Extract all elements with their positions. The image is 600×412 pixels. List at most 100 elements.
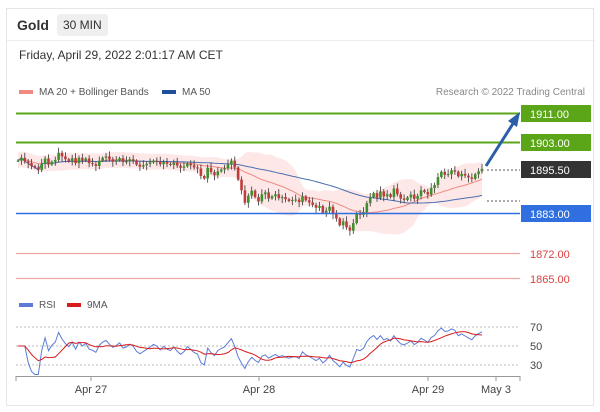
candle-body	[440, 171, 443, 178]
candle-body	[158, 161, 162, 165]
bollinger-band	[18, 151, 482, 235]
candle-body	[365, 203, 369, 213]
candle-body	[70, 158, 74, 162]
rsi-9ma-line	[18, 331, 483, 364]
candle-body	[148, 162, 152, 164]
candle-body	[128, 159, 132, 162]
candle-body	[307, 200, 311, 203]
candle-body	[77, 157, 81, 164]
candle-body	[108, 156, 111, 160]
candle-body	[450, 170, 453, 175]
candle-body	[142, 165, 145, 167]
candle-body	[348, 227, 352, 231]
candle-body	[152, 160, 155, 163]
candle-body	[311, 202, 314, 205]
candle-body	[331, 206, 335, 215]
badge-1903-bg	[521, 134, 591, 151]
badge-1903-label: 1903.00	[530, 138, 570, 150]
chart-datetime: Friday, April 29, 2022 2:01:17 AM CET	[19, 48, 223, 62]
candle-body	[338, 218, 342, 226]
candle-body	[429, 188, 433, 195]
candle-body	[165, 162, 169, 164]
candle-body	[409, 194, 413, 198]
candle-body	[179, 165, 182, 168]
legend-rsi-label: RSI	[39, 300, 56, 311]
candle-body	[94, 164, 98, 166]
candle-body	[477, 171, 480, 175]
candle-body	[40, 163, 44, 170]
candle-body	[84, 158, 88, 161]
timeframe-badge[interactable]: 30 MIN	[57, 14, 108, 36]
candle-body	[324, 210, 328, 213]
label-1865: 1865.00	[530, 274, 570, 286]
rsi-line	[18, 327, 483, 375]
legend-ma20: MA 20 + Bollinger Bands	[19, 87, 149, 99]
rsi-tick-50: 50	[530, 341, 542, 353]
candle-body	[186, 163, 189, 167]
candle-body	[67, 159, 71, 162]
candle-body	[216, 171, 220, 176]
candle-body	[280, 197, 284, 199]
candle-body	[263, 192, 267, 195]
candle-body	[473, 174, 477, 179]
ma9-swatch	[67, 303, 81, 308]
candle-body	[270, 196, 274, 199]
candle-body	[433, 184, 436, 189]
candle-body	[396, 188, 399, 195]
candle-body	[321, 206, 325, 213]
candle-body	[101, 157, 104, 161]
candle-body	[226, 164, 230, 169]
candle-body	[189, 163, 193, 166]
candle-body	[192, 165, 196, 168]
candle-body	[206, 167, 209, 179]
candle-body	[121, 158, 125, 163]
candle-body	[236, 167, 240, 180]
candle-body	[277, 194, 281, 199]
candle-body	[287, 199, 291, 201]
candle-body	[341, 221, 345, 226]
candle-body	[20, 157, 23, 161]
legend-ma50: MA 50	[162, 87, 210, 99]
candle-body	[314, 204, 318, 208]
x-label-apr27: Apr 27	[75, 384, 107, 396]
candle-body	[355, 213, 358, 224]
candle-body	[172, 162, 176, 165]
candle-body	[138, 164, 142, 167]
candle-body	[260, 194, 264, 202]
candle-body	[131, 159, 135, 161]
candle-body	[274, 194, 277, 197]
candle-body	[43, 158, 47, 164]
candle-body	[243, 190, 247, 203]
candle-body	[385, 194, 389, 197]
candle-body	[145, 163, 149, 166]
legend-ma50-label: MA 50	[182, 87, 211, 98]
candle-body	[247, 195, 250, 203]
candle-body	[233, 160, 237, 168]
candle-body	[345, 221, 348, 228]
badge-1883-bg	[521, 205, 591, 222]
candle-body	[419, 190, 423, 196]
candle-body	[294, 199, 298, 201]
candle-body	[53, 159, 57, 162]
candle-body	[460, 173, 463, 177]
legend-9ma-label: 9MA	[87, 300, 108, 311]
candle-body	[74, 158, 77, 164]
x-label-apr29: Apr 29	[412, 384, 444, 396]
candle-body	[304, 196, 308, 201]
candles	[16, 147, 484, 236]
candle-body	[389, 194, 392, 198]
candle-body	[406, 197, 409, 200]
candle-body	[81, 157, 84, 161]
candle-body	[230, 160, 233, 165]
widget-header: Gold 30 MIN	[7, 9, 595, 41]
candle-body	[26, 161, 30, 164]
badge-1911-label: 1911.00	[530, 109, 569, 121]
instrument-title: Gold	[17, 17, 49, 33]
candle-body	[257, 197, 260, 202]
candle-body	[47, 158, 50, 165]
copyright-text: Research © 2022 Trading Central	[435, 87, 585, 98]
candle-body	[480, 168, 484, 172]
candle-body	[467, 175, 470, 178]
rsi-tick-30: 30	[530, 360, 542, 372]
ma50-line	[17, 157, 483, 204]
